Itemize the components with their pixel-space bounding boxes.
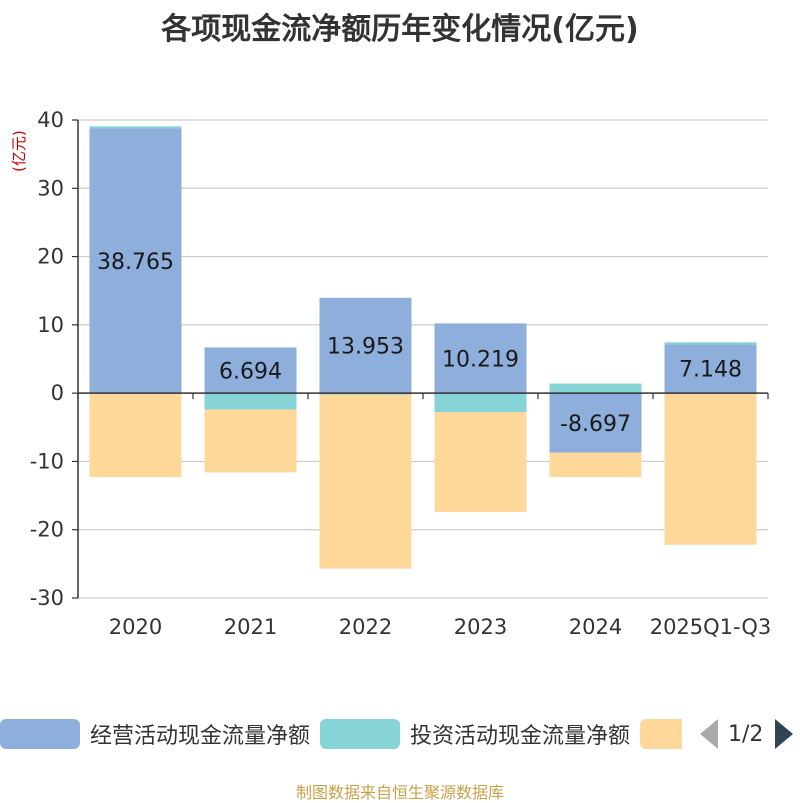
bar-s2-2025Q1-Q3 bbox=[664, 393, 757, 545]
chart-title: 各项现金流净额历年变化情况(亿元) bbox=[161, 12, 639, 47]
x-tick-label-2021: 2021 bbox=[224, 615, 277, 639]
bar-s0-2024 bbox=[549, 393, 642, 453]
legend-item-operating[interactable]: 经营活动现金流量净额 bbox=[0, 716, 310, 752]
data-label-2025Q1-Q3: 7.148 bbox=[679, 358, 742, 383]
bar-s2-2024 bbox=[549, 452, 642, 478]
x-tick-label-2025Q1-Q3: 2025Q1-Q3 bbox=[650, 615, 772, 639]
bar-s0-2025Q1-Q3 bbox=[664, 344, 757, 394]
x-tick-label-2024: 2024 bbox=[569, 615, 622, 639]
data-labels: 38.765 6.694 13.953 10.219 -8.697 7.148 bbox=[97, 250, 742, 437]
legend-item-financing[interactable] bbox=[640, 716, 692, 752]
legend-next-page-icon[interactable] bbox=[775, 719, 794, 749]
bar-s0-2023 bbox=[434, 323, 527, 394]
data-label-2024: -8.697 bbox=[560, 412, 631, 437]
x-tick-label-2022: 2022 bbox=[339, 615, 392, 639]
y-tick-label: 10 bbox=[37, 313, 64, 337]
grid-lines bbox=[78, 119, 768, 599]
y-tick-label: -10 bbox=[30, 449, 64, 473]
y-tick-label: 0 bbox=[51, 381, 64, 405]
legend-pager: 1/2 bbox=[700, 716, 794, 752]
bar-s2-2023 bbox=[434, 412, 527, 512]
bar-s0-2021 bbox=[204, 347, 297, 394]
chart-area: 40 30 20 10 0 -10 -20 -30 2020 2021 2022 2023 2024 20… bbox=[30, 108, 772, 639]
legend-swatch-financing bbox=[640, 719, 682, 749]
legend-swatch-operating bbox=[0, 719, 80, 749]
legend-label-investing: 投资活动现金流量净额 bbox=[410, 724, 631, 749]
bar-s2-2022 bbox=[319, 394, 412, 569]
legend-page-indicator: 1/2 bbox=[728, 721, 764, 747]
x-tick-label-2023: 2023 bbox=[454, 615, 507, 639]
y-tick-label: 20 bbox=[37, 245, 64, 269]
axes: 40 30 20 10 0 -10 -20 -30 2020 2021 2022 2023 2024 20… bbox=[30, 108, 772, 639]
data-label-2022: 13.953 bbox=[327, 335, 404, 360]
legend-item-investing[interactable]: 投资活动现金流量净额 bbox=[320, 716, 630, 752]
bar-s1-2020 bbox=[89, 126, 182, 129]
legend-prev-page-icon[interactable] bbox=[700, 719, 718, 749]
bar-s2-2020 bbox=[89, 393, 182, 478]
legend: 经营活动现金流量净额 投资活动现金流量净额 bbox=[0, 716, 800, 752]
x-tick-label-2020: 2020 bbox=[109, 615, 162, 639]
bar-s2-2021 bbox=[204, 409, 297, 473]
legend-swatch-investing bbox=[320, 719, 400, 749]
bar-s1-2023 bbox=[434, 393, 527, 413]
y-tick-label: -30 bbox=[30, 586, 64, 610]
legend-label-operating: 经营活动现金流量净额 bbox=[90, 724, 311, 749]
bar-s1-2025Q1-Q3 bbox=[664, 342, 757, 345]
y-tick-label: 40 bbox=[37, 108, 64, 132]
y-tick-label: -20 bbox=[30, 518, 64, 542]
y-tick-label: 30 bbox=[37, 176, 64, 200]
bar-s0-2020 bbox=[89, 128, 182, 394]
bar-s0-2022 bbox=[319, 297, 412, 394]
data-label-2023: 10.219 bbox=[442, 347, 519, 372]
bar-s1-2021 bbox=[204, 393, 297, 410]
bar-s1-2024 bbox=[549, 383, 642, 394]
bars bbox=[89, 126, 757, 569]
data-label-2020: 38.765 bbox=[97, 250, 174, 275]
data-source-note: 制图数据来自恒生聚源数据库 bbox=[295, 783, 504, 802]
data-label-2021: 6.694 bbox=[219, 359, 282, 384]
